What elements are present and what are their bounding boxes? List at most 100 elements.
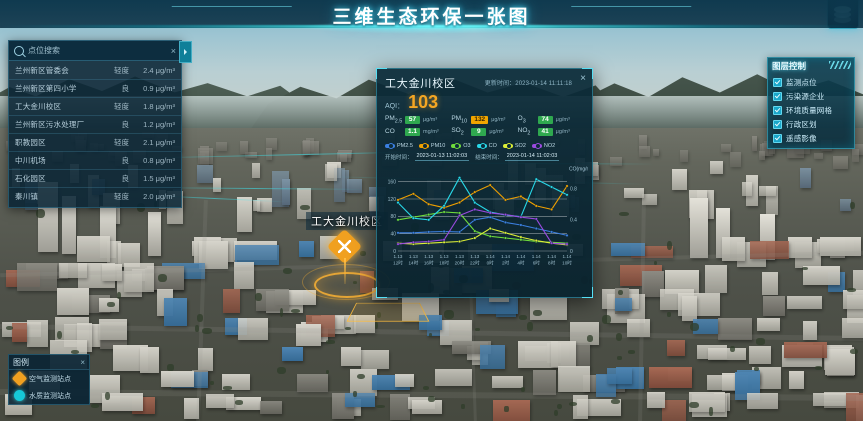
layer-toggle-row[interactable]: 污染源企业 [768,89,854,103]
series-point [534,216,538,220]
vegetation [300,204,311,211]
building [639,135,648,149]
station-level: 良 [121,156,130,165]
building [76,236,110,263]
pollutant-item: O3 74 μg/m³ [518,115,584,124]
building [296,373,329,392]
checkbox[interactable] [773,133,782,143]
legend-swatch [451,142,462,149]
series-point [457,210,461,214]
building [251,163,261,178]
pollutant-unit: mg/m³ [423,128,439,135]
station-search-panel[interactable]: 点位搜索 × 兰州新区管委会 轻度 2.4 μg/m³ 兰州新区第四小学良 0.9 μg… [8,40,192,208]
building [615,297,632,311]
list-item[interactable]: 职教园区 轻度 2.1 μg/m³ [9,134,181,152]
legend-swatch [531,142,542,149]
legend-entry[interactable]: NO2 [531,142,555,149]
search-input[interactable]: 点位搜索 [28,46,60,55]
list-item[interactable]: 工大金川校区 轻度 1.8 μg/m³ [9,98,181,116]
series-point [442,210,446,214]
chart-legend[interactable]: PM2.5 PM10 O3 CO SO2 NO2 [377,140,592,151]
checkbox[interactable] [773,105,782,115]
vegetation [195,325,200,332]
aqi-value: 103 [408,92,439,112]
vegetation [35,208,45,218]
date-from-field[interactable]: 开始时间： 2023-01-13 11:02:03 [385,152,470,161]
building [642,271,664,297]
layer-toggle-row[interactable]: 行政区划 [768,117,854,131]
close-icon[interactable]: × [80,357,85,367]
legend-series-name: O3 [463,142,471,149]
list-item[interactable]: 秦川镇 轻度 2.0 μg/m³ [9,188,181,205]
y-axis-tick: 40 [390,231,396,237]
list-item[interactable]: 兰州新区管委会 轻度 2.4 μg/m³ [9,62,181,80]
layer-toggle-row[interactable]: 环境质量网格 [768,103,854,117]
layer-list[interactable]: 监测点位 污染源企业 环境质量网格行政区划遥感影像 [768,73,854,148]
building [761,142,773,156]
layer-label: 行政区划 [786,119,817,129]
station-value: 1.2 μg/m³ [143,120,175,129]
x-axis-tick: 1.14 [547,254,556,259]
station-value: 1.8 μg/m³ [143,102,175,111]
building [851,149,859,162]
layer-control-panel[interactable]: 图层控制 监测点位 污染源企业 环境质量网格 行政区划 遥感影像 [767,57,855,149]
search-bar[interactable]: 点位搜索 × [9,41,181,61]
vegetation [223,386,232,390]
legend-swatch [476,142,487,149]
legend-entry[interactable]: PM2.5 [385,142,413,149]
building [390,393,410,420]
building [213,178,222,192]
list-item[interactable]: 兰州新区污水处理厂 良 1.2 μg/m³ [9,116,181,134]
building [803,320,818,340]
series-point [396,217,400,221]
building [239,140,248,155]
station-list[interactable]: 兰州新区管委会 轻度 2.4 μg/m³ 兰州新区第四小学良 0.9 μg/m³ 工大金川… [9,61,181,207]
building [226,397,262,411]
legend-swatch [385,142,395,149]
list-item[interactable]: 中川机场 良 0.8 μg/m³ [9,152,181,170]
building [255,289,289,312]
building [842,318,863,339]
building [763,295,785,316]
building [722,236,745,261]
station-detail-popup[interactable]: 工大金川校区 更新时间：2023-01-14 11:11:18 × AQI： 1… [376,68,595,298]
list-item[interactable]: 兰州新区第四小学 良 0.9 μg/m³ [9,80,181,98]
vegetation [116,292,121,300]
station-value: 2.4 μg/m³ [143,66,175,75]
legend-entry[interactable]: O3 [451,142,471,149]
building [813,152,824,159]
panel-collapse-toggle[interactable] [179,41,192,63]
y2-axis-label: CO(mg/m³) [569,166,588,172]
building [533,369,556,395]
series-point [396,200,400,204]
layer-toggle-row[interactable]: 遥感影像 [768,131,854,145]
layer-toggle-row[interactable]: 监测点位 [768,75,854,89]
building [325,164,337,181]
close-icon[interactable]: × [580,73,586,84]
series-point [488,234,492,238]
y2-axis-tick: 0 [570,248,573,254]
x-axis-tick: 1.13 [424,254,433,259]
legend-entry[interactable]: SO2 [502,142,526,149]
checkbox[interactable] [773,77,782,87]
series-point [411,191,415,195]
list-item[interactable]: 石化园区 良 1.5 μg/m³ [9,170,181,188]
date-range-controls[interactable]: 开始时间： 2023-01-13 11:02:03 结束时间： 2023-01-… [377,151,592,164]
vegetation [91,403,100,409]
legend-panel[interactable]: 图例 × 空气监测站点 水质监测站点 [8,354,90,405]
legend-entry[interactable]: CO [476,142,497,149]
date-from-value[interactable]: 2023-01-13 11:02:03 [414,152,470,161]
vegetation [850,348,859,354]
building [762,271,778,296]
series-point [442,237,446,241]
building [260,401,283,414]
date-to-value[interactable]: 2023-01-14 11:02:03 [504,152,560,161]
checkbox[interactable] [773,119,782,129]
close-icon[interactable]: × [170,45,176,56]
series-point [396,242,400,246]
legend-entry[interactable]: PM10 [418,142,445,149]
layer-stack-icon[interactable] [827,0,859,29]
date-to-field[interactable]: 结束时间： 2023-01-14 11:02:03 [475,152,560,161]
pollutant-trend-chart[interactable]: 0408012016000.40.8CO(mg/m³)1.1312时1.1314… [379,165,595,273]
checkbox[interactable] [773,91,782,101]
